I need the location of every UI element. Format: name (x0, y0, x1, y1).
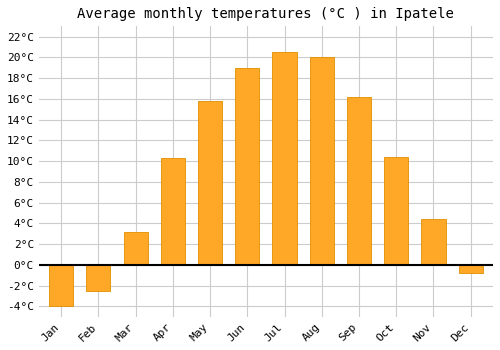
Bar (86, 265, 110, 291)
Bar (160, 158, 185, 265)
Bar (124, 232, 148, 265)
Bar (347, 97, 371, 265)
Bar (422, 219, 446, 265)
Bar (310, 57, 334, 265)
Bar (384, 157, 408, 265)
Bar (235, 68, 260, 265)
Title: Average monthly temperatures (°C ) in Ipatele: Average monthly temperatures (°C ) in Ip… (78, 7, 454, 21)
Bar (272, 52, 296, 265)
Bar (49, 265, 73, 307)
Bar (198, 101, 222, 265)
Bar (458, 265, 483, 273)
